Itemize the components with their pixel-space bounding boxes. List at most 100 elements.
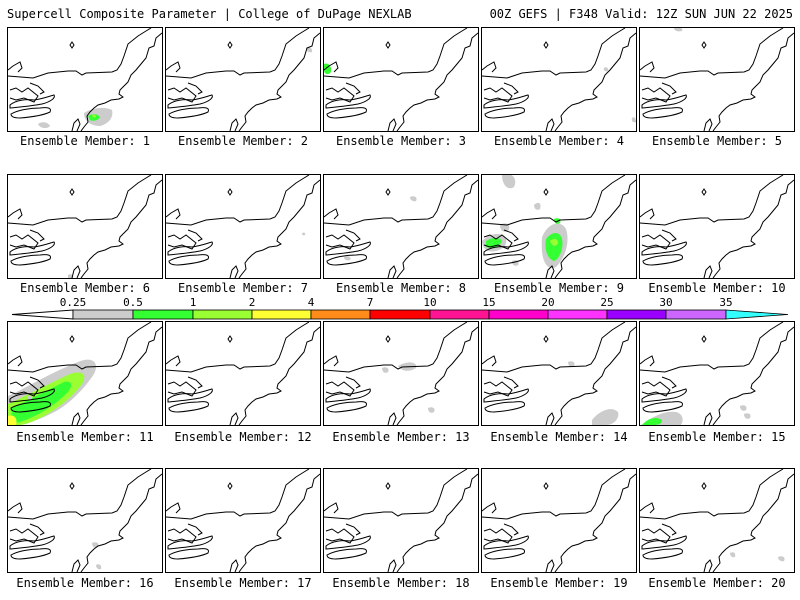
base-map [640, 322, 794, 425]
scp-shaded-area [631, 117, 636, 123]
island-marker [543, 482, 549, 490]
coastline-boundary [482, 469, 626, 520]
base-map [640, 28, 794, 131]
ensemble-member-label: Ensemble Member: 17 [174, 576, 312, 590]
island-marker [385, 482, 391, 490]
base-map [482, 322, 636, 425]
scp-shaded-area [744, 413, 751, 419]
coastline-boundary [166, 502, 181, 514]
coastline-boundary [324, 28, 468, 79]
coastline-boundary [641, 528, 671, 544]
coastline-boundary [482, 175, 626, 226]
scp-shaded-area [534, 202, 541, 210]
scp-shaded-area [674, 28, 683, 32]
coastline-boundary [545, 412, 555, 425]
ensemble-member-map [639, 321, 795, 426]
scp-shaded-area [8, 415, 17, 425]
coastline-boundary [545, 265, 555, 278]
coastline-boundary [29, 82, 45, 95]
coastline-boundary [712, 32, 794, 131]
ensemble-member-map [481, 321, 637, 426]
base-map [8, 322, 162, 425]
coastline-boundary [396, 473, 478, 572]
ensemble-member-map [7, 321, 163, 426]
ensemble-member-map [481, 174, 637, 279]
ensemble-member-label: Ensemble Member: 9 [493, 281, 625, 295]
scp-shaded-area [428, 407, 435, 413]
coastline-boundary [8, 28, 152, 79]
coastline-boundary [325, 528, 355, 544]
coastline-boundary [71, 412, 81, 425]
coastline-boundary [8, 502, 23, 514]
coastline-boundary [166, 208, 181, 220]
legend-tick-label: 15 [482, 296, 496, 309]
scp-shaded-area [306, 47, 313, 53]
island-marker [69, 335, 75, 343]
ensemble-member-label: Ensemble Member: 2 [177, 134, 309, 148]
coastline-boundary [325, 87, 355, 103]
coastline-boundary [166, 355, 181, 367]
coastline-boundary [387, 265, 397, 278]
coastline-boundary [324, 355, 339, 367]
ensemble-member-label: Ensemble Member: 12 [174, 430, 312, 444]
island-marker [69, 482, 75, 490]
coastline-boundary [8, 61, 23, 73]
scp-shaded-area [344, 256, 351, 261]
legend-tick-label: 7 [366, 296, 374, 309]
coastline-boundary [661, 229, 677, 242]
coastline-boundary [640, 322, 784, 373]
legend-under-arrow [11, 309, 74, 320]
legend-tick-label: 0.25 [59, 296, 87, 309]
ensemble-member-map [165, 321, 321, 426]
coastline-boundary [703, 412, 713, 425]
coastline-boundary [554, 473, 636, 572]
coastline-boundary [387, 118, 397, 131]
coastline-boundary [9, 381, 39, 397]
coastline-boundary [640, 61, 655, 73]
legend-color-segment [429, 309, 490, 320]
ensemble-member-label: Ensemble Member: 1 [19, 134, 151, 148]
coastline-boundary [703, 118, 713, 131]
coastline-boundary [396, 32, 478, 131]
ensemble-member-label: Ensemble Member: 13 [332, 430, 470, 444]
coastline-boundary [545, 559, 555, 572]
legend-color-segment [192, 309, 253, 320]
base-map [324, 322, 478, 425]
scp-shaded-area [545, 233, 563, 261]
legend-color-segment [725, 309, 789, 320]
coastline-boundary [712, 179, 794, 278]
base-map [482, 28, 636, 131]
color-scale-bar [11, 309, 789, 320]
coastline-boundary [345, 376, 361, 389]
coastline-boundary [166, 322, 310, 373]
coastline-boundary [8, 355, 23, 367]
coastline-boundary [167, 528, 197, 544]
island-marker [69, 188, 75, 196]
ensemble-member-label: Ensemble Member: 19 [490, 576, 628, 590]
ensemble-member-map [639, 27, 795, 132]
ensemble-member-label: Ensemble Member: 15 [648, 430, 786, 444]
legend-tick-label: 4 [307, 296, 315, 309]
coastline-boundary [661, 523, 677, 536]
ensemble-member-map [165, 174, 321, 279]
base-map [482, 469, 636, 572]
coastline-boundary [503, 82, 519, 95]
coastline-boundary [483, 381, 513, 397]
coastline-boundary [482, 61, 497, 73]
island-marker [543, 188, 549, 196]
coastline-boundary [640, 175, 784, 226]
ensemble-member-map [323, 468, 479, 573]
coastline-boundary [10, 548, 51, 560]
coastline-boundary [229, 265, 239, 278]
coastline-boundary [238, 473, 320, 572]
base-map [640, 469, 794, 572]
scp-shaded-area [96, 564, 102, 570]
island-marker [701, 188, 707, 196]
scp-shaded-area [27, 395, 33, 400]
coastline-boundary [387, 559, 397, 572]
coastline-boundary [168, 254, 209, 266]
coastline-boundary [324, 502, 339, 514]
scp-shaded-area [550, 238, 558, 246]
coastline-boundary [324, 175, 468, 226]
scp-shaded-area [92, 114, 96, 118]
